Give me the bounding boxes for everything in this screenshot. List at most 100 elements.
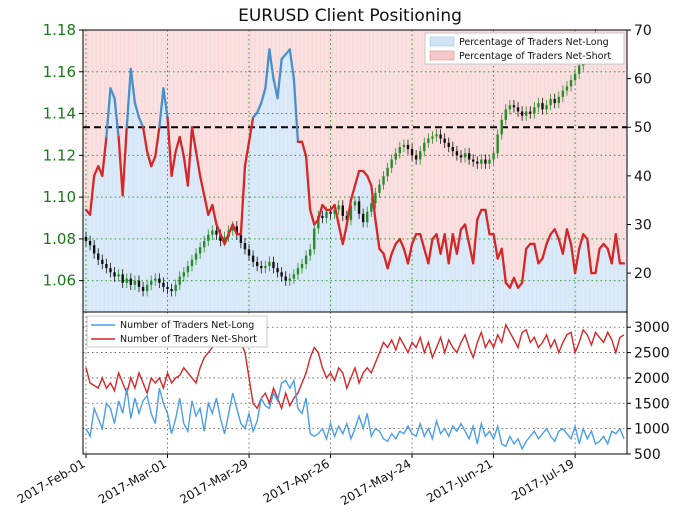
net-long-pct-segment [154,126,161,158]
net-long-shade [311,224,317,312]
candle-body [374,192,377,204]
pct-tick-label: 20 [634,266,652,282]
net-long-shade [291,78,297,312]
net-short-shade [568,30,574,244]
net-short-shade [262,30,268,89]
date-tick-label: 2017-Jun-21 [424,456,495,505]
top-grid [83,29,627,312]
net-long-shade [609,263,615,312]
net-long-pct-segment [133,101,141,119]
net-long-shade [535,263,541,312]
bottom-legend-box [86,315,268,348]
net-long-shade [389,253,395,312]
net-short-shade [177,30,183,137]
date-tick-label: 2017-Jul-19 [509,456,576,503]
net-long-pct-segment [500,247,507,284]
net-long-shade [230,224,236,312]
net-long-shade [136,117,142,312]
net-short-shade [319,30,325,206]
net-short-shade [254,30,260,113]
net-short-shade [307,30,313,210]
net-long-shade [177,136,183,312]
net-short-shade [218,30,223,235]
net-short-shade [295,30,301,142]
net-long-shade [397,239,403,312]
net-long-shade [568,243,574,312]
net-long-pct-segment [565,228,573,246]
net-long-shade [511,277,517,312]
net-short-shade [173,30,179,152]
legend-label-net-short-pct: Percentage of Traders Net-Short [459,51,611,62]
candle-body [467,153,471,160]
candle-body [504,109,508,120]
net-short-shade [454,30,460,254]
net-long-shade [356,171,362,312]
pct-tick-label: 40 [634,169,652,185]
candle-body [484,159,487,164]
candle-body [272,261,275,269]
candle-body [198,247,202,254]
net-long-shade [503,282,509,312]
candle-body [329,211,332,214]
net-long-pct-segment [561,228,569,255]
net-short-shade [332,30,338,206]
net-short-shade [597,30,602,249]
net-short-shade [560,30,566,254]
net-short-shade [548,30,554,235]
net-short-shade [116,30,122,137]
candle-body [516,107,520,112]
net-short-shade [91,30,97,176]
legend-label-net-long-pct: Percentage of Traders Net-Long [459,37,609,48]
candle-body [304,255,308,264]
candle-body [150,280,153,285]
net-short-shade [605,30,611,249]
net-short-shade [613,30,619,235]
net-long-pct-segment [203,194,210,216]
candle-body [378,184,381,193]
net-long-pct-segment [247,116,255,143]
net-short-shade [99,30,105,176]
candle-body [239,234,243,244]
net-short-shade [299,30,305,142]
net-long-shade [588,273,594,312]
candle-body [186,266,190,273]
net-long-pct-segment [345,199,353,226]
net-short-shade [328,30,333,210]
net-long-shade [360,171,366,312]
candle-body [288,278,291,281]
net-long-shade [108,88,113,313]
net-short-shade [507,30,513,288]
candle-body [480,159,483,164]
positioning-shading [83,30,627,313]
pct-tick-label: 70 [634,23,652,39]
candle-body [121,274,124,283]
net-short-shade [487,30,492,235]
net-long-pct-segment [288,48,296,80]
net-long-shade [209,205,215,312]
net-long-shade [299,141,305,312]
candle-body [545,105,548,110]
candle-body [162,282,165,287]
net-long-shade [584,239,590,312]
date-tick-label: 2017-Mar-01 [96,456,169,506]
net-short-shade [401,30,407,249]
net-short-shade [205,30,211,215]
net-long-shade [250,117,256,312]
date-tick-label: 2017-Feb-01 [15,456,88,506]
candle-body [447,142,450,147]
net-long-shade [405,263,411,312]
net-short-shade [564,30,570,230]
candle-body [202,240,206,248]
candle-body [553,98,556,104]
candle-body [406,144,410,150]
net-long-shade [169,175,175,312]
net-long-shade [254,112,260,312]
net-short-shade [470,30,476,264]
net-long-pct-segment [158,87,165,129]
net-long-shade [478,209,484,312]
net-short-shade [181,30,187,157]
net-long-shade [482,209,488,312]
candle-body [541,103,544,110]
net-short-shade [368,30,374,186]
price-tick-label: 1.14 [43,105,76,123]
